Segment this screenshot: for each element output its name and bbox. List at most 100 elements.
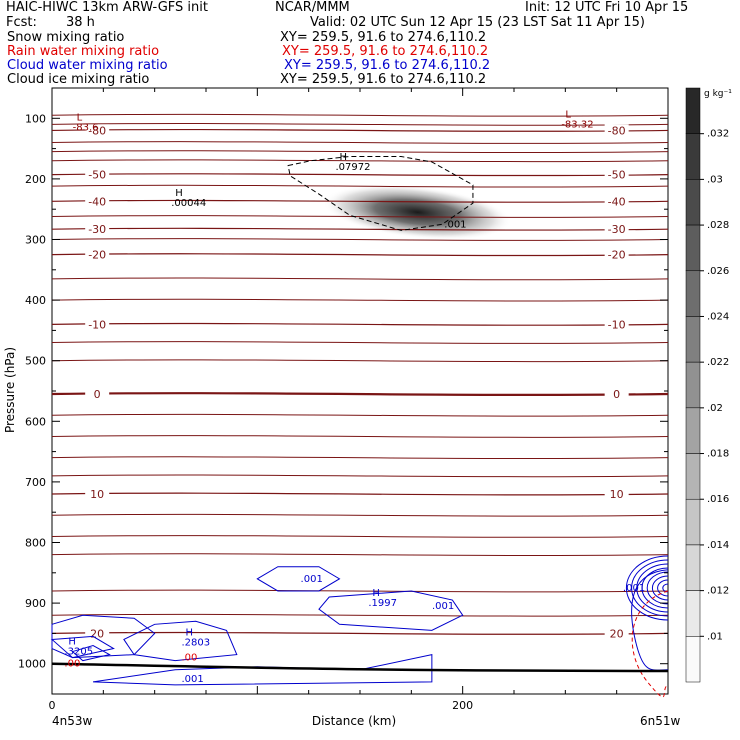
isotherm-line xyxy=(51,150,669,153)
forecast-label: Fcst: xyxy=(6,15,37,30)
y-tick-label: 1000 xyxy=(18,658,46,671)
colorbar-segment xyxy=(685,544,701,591)
colorbar-tick-label: .02 xyxy=(707,403,723,414)
y-tick-label: 200 xyxy=(25,173,46,186)
isotherm-label: -50 xyxy=(608,169,626,182)
snow-contour xyxy=(287,155,474,231)
y-axis-label: Pressure (hPa) xyxy=(3,347,17,433)
plot-title: HAIC-HIWC 13km ARW-GFS init xyxy=(6,0,208,15)
cloud-water-contour xyxy=(641,567,669,609)
isotherm-line xyxy=(51,553,669,556)
extremum-marker: H xyxy=(185,628,193,639)
y-tick-label: 900 xyxy=(25,597,46,610)
extremum-marker: H xyxy=(339,152,347,163)
rain-contour xyxy=(631,590,669,698)
colorbar-segment xyxy=(685,636,701,683)
isotherm--10 xyxy=(51,322,669,326)
isotherm-label-bg xyxy=(85,124,110,137)
colorbar-segment xyxy=(685,179,701,226)
extremum-value: .001 xyxy=(623,583,645,594)
isotherm-line xyxy=(51,341,669,344)
extremum-value: .001 xyxy=(432,601,454,612)
isotherm-label-bg xyxy=(604,488,629,501)
colorbar-tick-label: .016 xyxy=(707,494,729,505)
isotherm-label: -10 xyxy=(88,318,106,331)
valid-time: Valid: 02 UTC Sun 12 Apr 15 (23 LST Sat … xyxy=(310,15,645,30)
isotherm-label: 10 xyxy=(610,488,624,501)
isotherm-line xyxy=(51,159,669,163)
colorbar-tick-label: .012 xyxy=(707,586,729,597)
x-tick-label: 0 xyxy=(49,699,56,712)
isotherm-label: -10 xyxy=(608,318,626,331)
cloud-water-contour xyxy=(657,579,669,597)
isotherm--30 xyxy=(51,227,669,231)
extremum-value: .3205 xyxy=(64,647,93,658)
cloud-water-contour xyxy=(71,644,111,662)
extremum-marker: L xyxy=(77,112,83,123)
x-axis-label: Distance (km) xyxy=(312,714,396,728)
y-tick-label: 100 xyxy=(25,112,46,125)
isotherm-label-bg xyxy=(85,318,110,331)
x-right-endpoint: 6n51w xyxy=(640,714,681,728)
colorbar-tick-label: .018 xyxy=(707,449,729,460)
extremum-value: .2803 xyxy=(181,638,210,649)
extremum-marker: L xyxy=(565,109,571,120)
isotherm-line xyxy=(51,359,669,363)
cloud-ice-shading xyxy=(322,184,513,240)
isotherm-line xyxy=(51,184,669,188)
cloud-water-contour xyxy=(256,566,341,592)
isotherm-line xyxy=(51,435,669,438)
extremum-value: .001 xyxy=(444,219,466,230)
isotherm-label-bg xyxy=(604,195,629,208)
field-label-cloud-water: Cloud water mixing ratio xyxy=(7,58,168,73)
y-tick-label: 300 xyxy=(25,234,46,247)
isotherm-label-bg xyxy=(604,627,629,640)
isotherm-label: -80 xyxy=(608,124,626,137)
isotherm-line xyxy=(51,122,669,126)
colorbar-segment xyxy=(685,361,701,409)
y-tick-label: 500 xyxy=(25,355,46,368)
colorbar-tick-label: .014 xyxy=(707,540,729,551)
isotherm-label: 0 xyxy=(613,388,620,401)
isotherm-label: -80 xyxy=(88,124,106,137)
isotherm-label: -40 xyxy=(88,195,106,208)
extremum-marker: H xyxy=(68,637,76,648)
field-label-snow: Snow mixing ratio xyxy=(7,30,125,45)
cloud-water-contour xyxy=(92,653,433,686)
isotherm-label-bg xyxy=(604,223,629,236)
isotherm-line xyxy=(51,535,669,538)
isotherm-label-bg xyxy=(604,168,629,181)
isotherm-label: 10 xyxy=(90,488,104,501)
extremum-marker: H xyxy=(372,588,380,599)
isotherm-label: 20 xyxy=(610,627,624,640)
isotherm-line xyxy=(51,413,669,417)
cloud-water-contour xyxy=(51,614,156,659)
isotherm-label-bg xyxy=(85,168,110,181)
isotherm-line xyxy=(51,589,669,593)
forecast-hour: 38 h xyxy=(66,15,95,30)
extremum-value: -83.6 xyxy=(73,122,99,133)
isotherm-line xyxy=(51,238,669,241)
isotherm-line xyxy=(51,113,669,117)
field-xy-rain: XY= 259.5, 91.6 to 274.6,110.2 xyxy=(282,44,489,59)
isotherm--20 xyxy=(51,253,669,257)
isotherm-label-bg xyxy=(85,248,110,261)
isotherm-label-bg xyxy=(85,195,110,208)
field-label-cloud-ice: Cloud ice mixing ratio xyxy=(7,72,150,87)
isotherm-label-bg xyxy=(85,223,110,236)
isotherm-line xyxy=(51,613,669,617)
isotherm-line xyxy=(51,474,669,478)
extremum-value: .07972 xyxy=(335,162,370,173)
extremum-value: .001 xyxy=(301,574,323,585)
y-tick-label: 800 xyxy=(25,537,46,550)
isotherm-label-bg xyxy=(85,488,110,501)
isotherm-20 xyxy=(51,631,669,635)
isotherm-label-bg xyxy=(604,248,629,261)
isotherm-label-bg xyxy=(604,388,629,401)
isotherm--80 xyxy=(51,128,669,132)
cloud-water-contour xyxy=(651,575,669,601)
isotherm-label: 0 xyxy=(94,388,101,401)
isotherm-label-bg xyxy=(85,388,110,401)
colorbar-segment xyxy=(685,453,701,500)
